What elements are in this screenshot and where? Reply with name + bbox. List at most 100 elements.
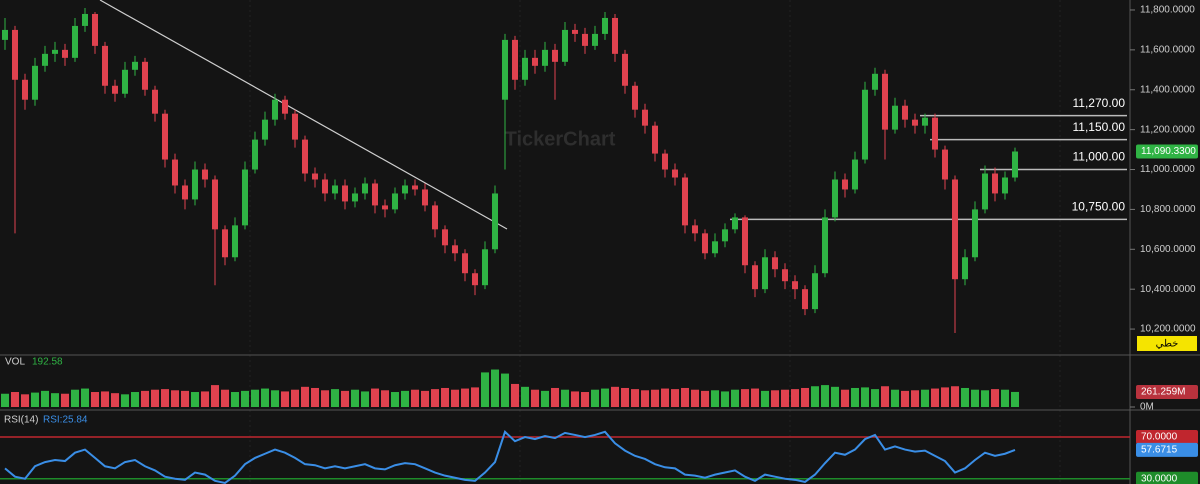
volume-bar — [91, 392, 99, 407]
candle-body — [72, 25, 78, 58]
candle-body — [62, 49, 68, 58]
volume-bar — [371, 388, 379, 407]
volume-bar — [911, 390, 919, 407]
candle-body — [962, 257, 968, 280]
volume-bar — [181, 390, 189, 407]
volume-bar — [391, 392, 399, 407]
candle-body — [532, 57, 538, 66]
volume-bar — [901, 390, 909, 407]
y-tick-label: 10,200.0000 — [1140, 324, 1196, 335]
candle-body — [322, 179, 328, 194]
volume-bar — [1001, 389, 1009, 407]
candle-body — [262, 119, 268, 140]
volume-bar — [151, 389, 159, 407]
candle-body — [582, 33, 588, 46]
candle-body — [902, 105, 908, 120]
volume-bar — [241, 390, 249, 407]
candle-body — [562, 29, 568, 62]
candle-body — [482, 249, 488, 286]
volume-bar — [731, 389, 739, 407]
y-tick-label: 70.0000 — [1141, 432, 1178, 443]
candle-body — [922, 117, 928, 126]
volume-bar — [281, 391, 289, 407]
volume-bar — [841, 389, 849, 407]
candle-body — [412, 185, 418, 190]
volume-bar — [501, 373, 509, 407]
volume-bar — [481, 372, 489, 407]
volume-bar — [611, 386, 619, 407]
volume-bar — [961, 387, 969, 407]
candle-body — [792, 281, 798, 290]
candle-body — [442, 229, 448, 246]
candle-body — [312, 173, 318, 180]
candle-body — [302, 139, 308, 174]
candle-body — [602, 17, 608, 34]
y-tick-label: 11,400.0000 — [1140, 84, 1195, 95]
scale-mode-label: خطي — [1156, 339, 1179, 350]
candle-body — [712, 241, 718, 254]
volume-bar — [811, 386, 819, 407]
candle-body — [782, 269, 788, 282]
candle-body — [182, 185, 188, 200]
candle-body — [812, 273, 818, 310]
volume-bar — [441, 387, 449, 407]
value-tag — [1136, 384, 1198, 399]
candle-body — [82, 13, 88, 26]
volume-bar — [161, 389, 169, 407]
volume-bar — [561, 389, 569, 407]
y-tick-label: 10,600.0000 — [1140, 244, 1196, 255]
candle-body — [2, 29, 8, 40]
volume-bar — [511, 383, 519, 407]
candle-body — [492, 193, 498, 250]
value-tag — [1136, 144, 1198, 159]
candle-body — [742, 217, 748, 266]
candle-body — [332, 185, 338, 194]
candle-body — [52, 49, 58, 54]
volume-bar — [531, 389, 539, 407]
candle-body — [272, 99, 278, 120]
volume-bar — [971, 389, 979, 407]
watermark: TickerChart — [505, 128, 616, 150]
candle-body — [212, 179, 218, 230]
candle-body — [732, 217, 738, 230]
candle-body — [192, 169, 198, 200]
candle-body — [872, 73, 878, 90]
volume-bar — [931, 388, 939, 407]
volume-bar — [71, 389, 79, 407]
volume-bar — [191, 392, 199, 407]
volume-bar — [851, 387, 859, 407]
volume-bar — [221, 389, 229, 407]
candle-body — [402, 185, 408, 194]
volume-bar — [421, 390, 429, 407]
candle-body — [822, 217, 828, 274]
candle-body — [42, 53, 48, 66]
candle-body — [912, 119, 918, 126]
volume-bar — [491, 369, 499, 407]
value-tag-label: 11,090.3300 — [1141, 146, 1196, 157]
candle-body — [222, 229, 228, 258]
volume-bar — [131, 392, 139, 407]
volume-bar — [881, 386, 889, 407]
candle-body — [942, 149, 948, 180]
volume-bar — [651, 389, 659, 407]
candle-body — [762, 257, 768, 290]
candle-body — [692, 225, 698, 234]
volume-bar — [721, 391, 729, 407]
rsi-title: RSI(14) — [4, 415, 38, 426]
candle-body — [102, 45, 108, 86]
candle-body — [632, 85, 638, 110]
volume-bar — [61, 393, 69, 407]
volume-bar — [461, 388, 469, 407]
volume-bar — [551, 387, 559, 407]
volume-bar — [541, 390, 549, 407]
volume-bar — [661, 388, 669, 407]
candle-body — [242, 169, 248, 226]
volume-bar — [451, 389, 459, 407]
y-tick-label: 11,000.0000 — [1140, 164, 1195, 175]
vol-value: 192.58 — [32, 357, 63, 368]
threshold-tag — [1136, 430, 1198, 445]
volume-bar — [631, 389, 639, 407]
volume-bar — [1, 393, 9, 407]
